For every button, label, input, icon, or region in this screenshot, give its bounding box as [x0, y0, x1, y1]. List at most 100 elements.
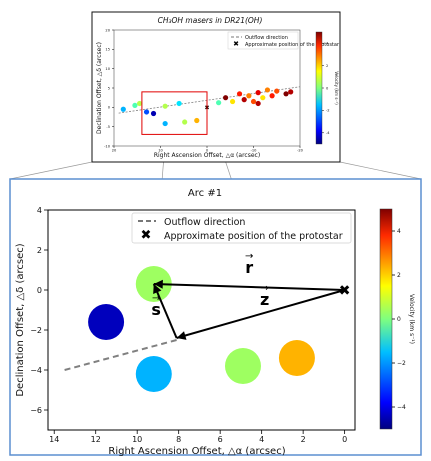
zoom-legend-outflow-label: Outflow direction — [164, 217, 245, 228]
y-tick-label: -5 — [106, 125, 110, 129]
connector-line-left — [9, 161, 93, 180]
x-tick-label: -20 — [297, 149, 304, 153]
maser-point — [162, 103, 168, 109]
maser-point — [182, 119, 188, 125]
maser-point — [241, 97, 247, 103]
maser-point — [162, 120, 168, 127]
maser-point — [260, 95, 266, 101]
overview-panel: CH₃OH masers in DR21(OH) 20 10 0 -10 -202015… — [91, 11, 341, 163]
vector-z-arrow-accent: → — [260, 283, 268, 294]
colorbar-tick-label: 0 — [326, 86, 329, 90]
overview-colorbar-label: Velocity (km s⁻¹) — [334, 71, 339, 105]
x-tick-label: 4 — [259, 435, 264, 444]
maser-point — [88, 304, 125, 340]
overview-ticks: 20 10 0 -10 -20 20 15 10 5 0 -5 -10 — [104, 28, 304, 152]
maser-point — [132, 102, 138, 108]
overview-x-axis-label: Right Ascension Offset, △α (arcsec) — [154, 152, 260, 159]
maser-point — [255, 100, 261, 107]
vector-z-arrowhead — [176, 331, 187, 340]
maser-point — [264, 87, 271, 93]
y-tick-label: 0 — [37, 286, 42, 295]
x-tick-label: 8 — [176, 435, 181, 444]
zoom-colorbar-ticks: 4 2 0 −2 −4 — [392, 228, 406, 411]
vector-r-arrowhead — [153, 279, 163, 289]
vector-s-label: s — [151, 300, 161, 319]
maser-point — [250, 98, 257, 105]
x-tick-label: 10 — [132, 435, 142, 444]
x-tick-label: 12 — [91, 435, 101, 444]
zoom-y-axis-label: Declination Offset, △δ (arcsec) — [15, 243, 26, 396]
zoom-x-axis-label: Right Ascension Offset, △α (arcsec) — [108, 446, 285, 457]
y-tick-label: −4 — [30, 366, 42, 375]
maser-point — [224, 348, 261, 384]
y-tick-label: 4 — [37, 206, 42, 215]
maser-point — [283, 91, 289, 97]
zoom-highlight-box — [141, 91, 208, 135]
maser-point — [135, 356, 172, 392]
colorbar-tick-label: 4 — [397, 228, 401, 235]
zoom-ticks: 14 12 10 8 6 4 2 0 4 2 0 −2 −4 −6 — [30, 206, 347, 444]
colorbar-tick-label: 2 — [326, 64, 328, 68]
x-tick-label: -10 — [251, 149, 258, 153]
maser-point — [229, 98, 236, 105]
overview-colorbar-ticks: 4 2 0 -2 -4 — [322, 41, 330, 135]
maser-point — [288, 89, 294, 95]
vector-r-label: r — [245, 258, 253, 277]
overview-legend-protostar-label: Approximate position of the protostar — [245, 42, 340, 48]
y-tick-label: 10 — [105, 67, 110, 71]
maser-point — [216, 100, 222, 106]
overview-legend: Outflow direction ✖ Approximate position… — [227, 31, 340, 50]
y-tick-label: 0 — [108, 106, 111, 110]
vector-r-arrow-accent: → — [245, 251, 253, 262]
maser-point — [136, 100, 143, 107]
overview-y-axis-label: Declination Offset, △δ (arcsec) — [96, 42, 103, 134]
maser-point — [194, 117, 200, 124]
x-tick-label: 14 — [49, 435, 59, 444]
maser-point — [236, 91, 243, 97]
maser-point — [223, 95, 229, 101]
colorbar-tick-label: 2 — [397, 272, 401, 279]
overview-legend-box — [227, 31, 299, 50]
maser-point — [176, 100, 182, 107]
y-tick-label: −6 — [30, 406, 42, 415]
y-tick-label: 15 — [105, 48, 110, 52]
x-tick-label: 6 — [218, 435, 223, 444]
vector-z-line — [176, 289, 345, 339]
maser-point — [269, 93, 275, 99]
y-tick-label: −2 — [30, 326, 42, 335]
x-tick-label: 20 — [112, 149, 117, 153]
overview-title: CH₃OH masers in DR21(OH) — [158, 16, 263, 25]
zoom-title: Arc #1 — [188, 188, 222, 199]
colorbar-tick-label: -2 — [326, 109, 330, 113]
zoom-colorbar-label: Velocity (km s⁻¹) — [408, 294, 415, 344]
protostar-marker: ✖ — [339, 283, 351, 299]
zoom-legend-protostar-marker: ✖ — [141, 228, 152, 243]
vector-s-arrow-accent: → — [152, 293, 160, 304]
maser-point — [274, 88, 280, 94]
vector-s-line — [152, 283, 178, 339]
zoom-legend: Outflow direction ✖ Approximate position… — [131, 212, 352, 244]
maser-point — [120, 106, 126, 112]
y-tick-label: 5 — [108, 86, 110, 90]
x-tick-label: 0 — [206, 149, 209, 153]
maser-point — [255, 90, 261, 96]
vector-r-line — [153, 283, 345, 291]
colorbar-tick-label: 0 — [397, 316, 401, 323]
vector-z-label: z — [260, 290, 269, 309]
vector-s-arrowhead — [153, 284, 162, 295]
overview-data: ✖ — [118, 86, 300, 135]
y-tick-label: -10 — [104, 144, 111, 148]
y-tick-label: 2 — [37, 246, 42, 255]
overview-legend-outflow-label: Outflow direction — [245, 35, 288, 41]
maser-point — [278, 340, 315, 376]
zoom-legend-box — [131, 212, 352, 244]
colorbar-tick-label: −4 — [397, 404, 406, 411]
overview-legend-protostar-marker: ✖ — [233, 40, 239, 48]
colorbar-tick-label: −2 — [397, 360, 406, 367]
maser-point — [150, 110, 157, 117]
zoom-colorbar — [379, 208, 393, 430]
maser-point — [143, 109, 150, 115]
y-tick-label: 20 — [105, 28, 110, 32]
